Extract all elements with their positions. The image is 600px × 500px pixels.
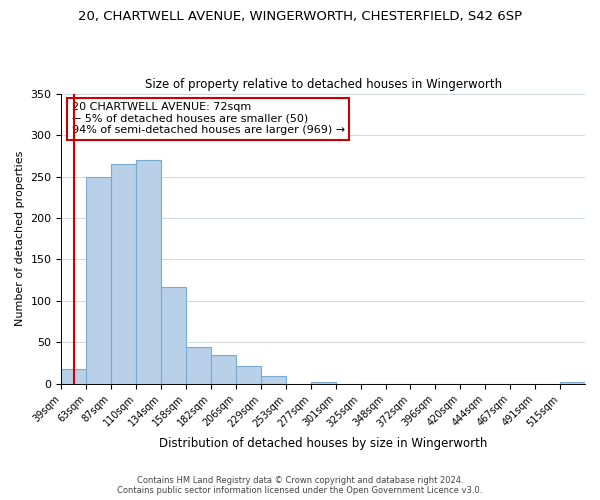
Title: Size of property relative to detached houses in Wingerworth: Size of property relative to detached ho… [145, 78, 502, 91]
Bar [311, 382, 335, 384]
Bar [61, 369, 86, 384]
Bar [86, 176, 111, 384]
Bar [236, 366, 261, 384]
Text: Contains HM Land Registry data © Crown copyright and database right 2024.
Contai: Contains HM Land Registry data © Crown c… [118, 476, 482, 495]
Bar [161, 287, 186, 384]
Bar [261, 376, 286, 384]
Bar [136, 160, 161, 384]
Text: 20 CHARTWELL AVENUE: 72sqm
← 5% of detached houses are smaller (50)
94% of semi-: 20 CHARTWELL AVENUE: 72sqm ← 5% of detac… [72, 102, 345, 136]
Bar [211, 355, 236, 384]
X-axis label: Distribution of detached houses by size in Wingerworth: Distribution of detached houses by size … [159, 437, 487, 450]
Bar [186, 346, 211, 384]
Text: 20, CHARTWELL AVENUE, WINGERWORTH, CHESTERFIELD, S42 6SP: 20, CHARTWELL AVENUE, WINGERWORTH, CHEST… [78, 10, 522, 23]
Y-axis label: Number of detached properties: Number of detached properties [15, 151, 25, 326]
Bar [111, 164, 136, 384]
Bar [560, 382, 585, 384]
